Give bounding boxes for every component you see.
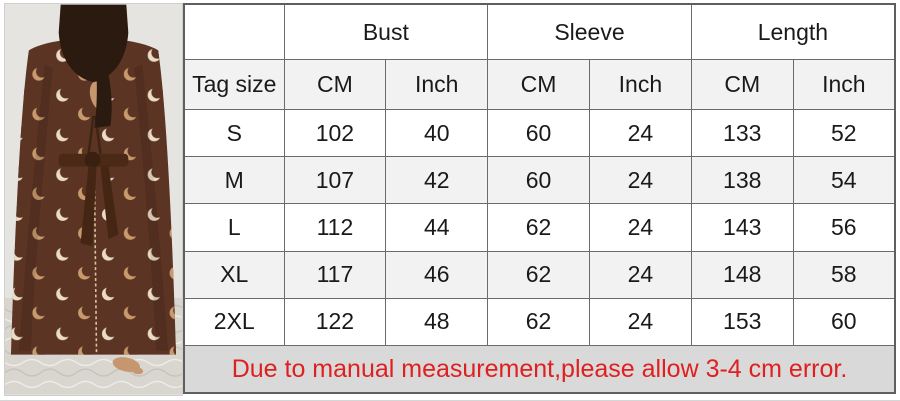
unit-header-row: Tag size CM Inch CM Inch CM Inch: [183, 59, 896, 110]
table-row-2xl: 2XL 122 48 62 24 153 60: [183, 297, 896, 347]
cell: 112: [283, 203, 387, 252]
size-label: XL: [183, 250, 285, 299]
cell: 58: [792, 250, 896, 299]
table-row-xl: XL 117 46 62 24 148 58: [183, 250, 896, 299]
cell: 40: [385, 108, 489, 158]
cell: 56: [792, 203, 896, 252]
cell: 52: [792, 108, 896, 158]
cell: 138: [690, 156, 794, 205]
note-row: Due to manual measurement,please allow 3…: [183, 345, 896, 394]
cell: 44: [385, 203, 489, 252]
cell: 117: [283, 250, 387, 299]
size-label: S: [183, 108, 285, 158]
measurement-note: Due to manual measurement,please allow 3…: [183, 345, 896, 394]
cell: 102: [283, 108, 387, 158]
cell: 62: [487, 250, 590, 299]
cell: 143: [690, 203, 794, 252]
size-label: 2XL: [183, 297, 285, 347]
product-photo-illustration: [5, 4, 182, 395]
size-label: L: [183, 203, 285, 252]
cell: 60: [487, 156, 590, 205]
header-bust-cm: CM: [283, 59, 387, 110]
cell: 24: [588, 203, 692, 252]
cell: 148: [690, 250, 794, 299]
column-group-sleeve: Sleeve: [487, 3, 692, 60]
size-label: M: [183, 156, 285, 205]
header-sleeve-cm: CM: [487, 59, 590, 110]
table-row-m: M 107 42 60 24 138 54: [183, 156, 896, 205]
cell: 60: [487, 108, 590, 158]
header-sleeve-inch: Inch: [588, 59, 692, 110]
product-photo: [4, 3, 183, 396]
cell: 48: [385, 297, 489, 347]
column-group-length: Length: [690, 3, 896, 60]
cell: 24: [588, 297, 692, 347]
cell: 62: [487, 203, 590, 252]
photo-beaded-trim: [93, 179, 98, 353]
header-tag-size: Tag size: [183, 59, 285, 110]
size-chart-table: Bust Sleeve Length Tag size CM Inch CM I…: [183, 3, 896, 394]
cell: 24: [588, 250, 692, 299]
table-row-s: S 102 40 60 24 133 52: [183, 108, 896, 158]
cell: 46: [385, 250, 489, 299]
photo-belt: [58, 151, 129, 247]
cell: 42: [385, 156, 489, 205]
table-row-l: L 112 44 62 24 143 56: [183, 203, 896, 252]
cell: 60: [792, 297, 896, 347]
corner-cell: [183, 3, 285, 60]
photo-feet: [112, 357, 144, 375]
cell: 122: [283, 297, 387, 347]
cell: 62: [487, 297, 590, 347]
cell: 24: [588, 156, 692, 205]
cell: 107: [283, 156, 387, 205]
cell: 133: [690, 108, 794, 158]
header-length-cm: CM: [690, 59, 794, 110]
column-group-row: Bust Sleeve Length: [183, 3, 896, 60]
cell: 54: [792, 156, 896, 205]
column-group-bust: Bust: [283, 3, 489, 60]
header-length-inch: Inch: [792, 59, 896, 110]
cell: 153: [690, 297, 794, 347]
cell: 24: [588, 108, 692, 158]
header-bust-inch: Inch: [385, 59, 489, 110]
photo-hijab: [58, 4, 129, 128]
